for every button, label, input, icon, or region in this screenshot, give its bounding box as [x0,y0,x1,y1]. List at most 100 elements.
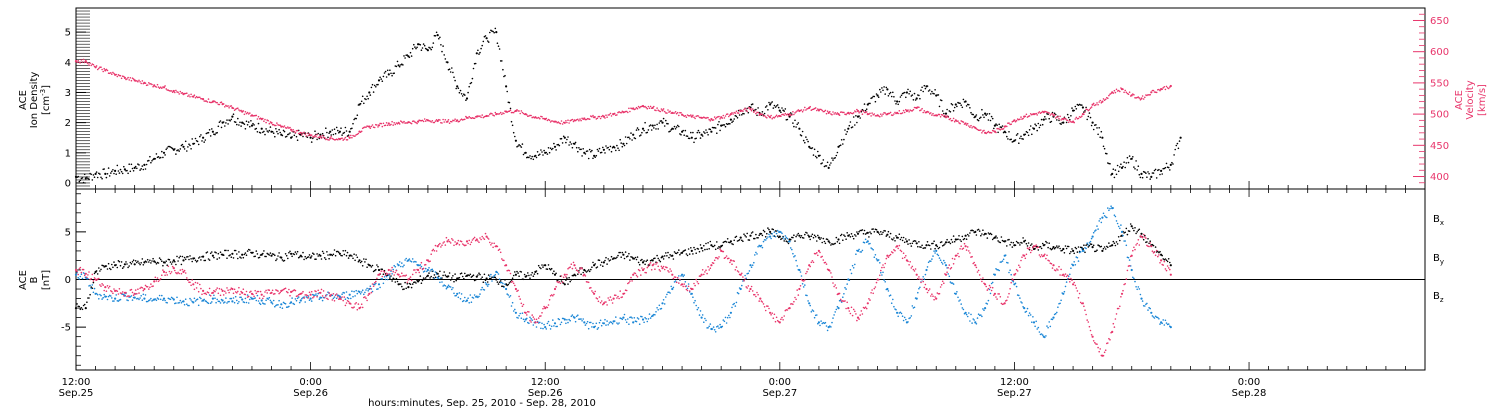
velocity-series0-point [202,98,205,101]
velocity-series0-point [360,130,363,133]
velocity-series0-point [1053,114,1056,116]
field-series0-point [820,237,822,239]
field-series1-point [259,303,262,306]
field-series2-point [491,242,493,244]
density-series0-point [457,87,460,89]
velocity-series0-point [498,113,501,115]
field-series2-point [543,305,545,308]
velocity-series0-point [292,129,295,131]
field-series2-point [580,266,582,269]
field-series0-point [934,247,936,250]
density-series0-point [387,73,390,76]
velocity-series0-point [1097,103,1099,106]
field-series2-point [426,259,429,262]
velocity-series0-point [865,111,868,113]
field-series1-point [371,290,374,293]
density-series0-point [530,157,532,160]
field-series0-point [795,235,797,238]
field-series1-point [993,273,997,276]
density-series0-point [1132,156,1134,158]
velocity-series0-point [780,115,782,118]
field-series1-point [694,299,696,302]
field-series2-point [153,280,156,283]
field-series0-point [812,236,815,239]
top-right-label-line2: Velocity [1465,80,1476,119]
density-series0-point [798,127,801,130]
field-series1-point [1148,306,1150,309]
field-series1-point [1031,321,1033,324]
velocity-series0-point [1066,119,1069,122]
field-series0-point [1104,248,1107,250]
field-series0-point [748,239,751,241]
density-series0-point [438,37,440,40]
field-series1-point [1032,321,1036,324]
field-series1-point [431,268,434,271]
top-left-unit-close: ] [41,85,52,89]
velocity-series0-point [941,114,944,116]
field-series1-point [343,292,346,294]
field-series1-point [764,239,767,241]
field-series0-point [794,240,796,242]
field-series2-point [833,285,835,288]
field-series0-point [80,307,83,309]
field-series0-point [555,272,557,275]
field-series1-point [1063,290,1066,293]
field-series2-point [634,272,637,275]
field-series2-point [376,277,378,280]
field-series0-point [985,233,987,235]
field-series0-point [536,272,539,275]
field-series1-point [800,275,803,277]
field-series2-point [877,278,880,281]
field-series2-point [707,266,709,268]
velocity-series0-point [346,139,349,141]
density-series0-point [534,154,537,157]
density-series0-point [385,76,388,78]
field-series2-point [936,292,939,294]
field-series1-point [1141,300,1144,302]
field-series2-point [852,308,855,311]
velocity-series0-point [129,77,132,79]
field-series1-point [991,281,994,284]
field-series2-point [315,290,317,293]
field-series2-point [460,240,463,243]
velocity-series0-point [294,131,297,134]
field-series1-point [927,261,930,264]
field-series0-point [486,281,489,283]
field-series0-point [849,236,852,238]
field-series0-point [910,245,913,247]
velocity-series0-point [238,109,240,111]
velocity-series0-point [205,100,208,102]
field-series0-point [566,277,568,279]
field-series0-point [178,256,180,259]
velocity-series0-point [389,124,391,126]
velocity-series0-point [382,122,385,125]
density-series0-point [474,62,477,65]
field-series0-point [836,241,839,243]
field-series2-point [278,292,280,295]
field-series1-point [917,291,919,294]
field-series0-point [914,240,917,242]
field-series1-point [420,265,423,268]
velocity-series0-point [1103,99,1106,101]
field-series0-point [936,245,939,248]
field-series2-point [205,293,208,296]
field-series1-point [402,265,404,268]
field-series0-point [373,269,376,272]
velocity-series0-point [718,115,720,118]
density-series0-point [143,163,146,166]
field-series2-point [345,302,348,304]
field-series2-point [907,260,909,263]
field-series0-point [1103,246,1106,248]
field-series0-point [646,259,649,262]
velocity-series0-point [310,134,313,136]
field-series1-point [671,287,674,291]
velocity-series0-point [111,73,113,75]
field-series1-point [338,295,341,298]
velocity-series0-point [920,109,922,111]
field-series1-point [902,319,905,322]
field-series0-point [863,229,866,232]
field-series1-point [494,273,497,276]
velocity-series0-point [620,111,622,114]
field-series2-point [520,302,523,305]
velocity-series0-point [755,112,757,115]
